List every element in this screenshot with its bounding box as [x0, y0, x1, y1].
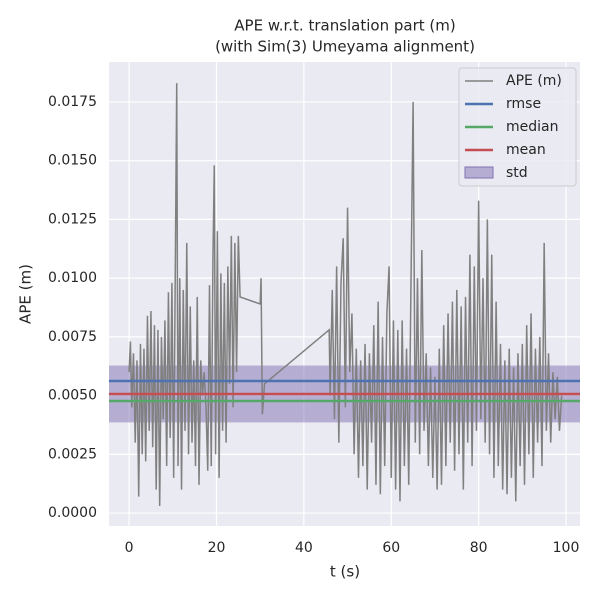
x-tick-label: 40	[295, 540, 313, 556]
legend-label: std	[506, 165, 528, 181]
x-tick-label: 60	[382, 540, 400, 556]
legend-label: rmse	[506, 96, 541, 112]
y-tick-label: 0.0175	[48, 94, 97, 110]
chart-title: APE w.r.t. translation part (m)	[234, 17, 455, 35]
legend-label: APE (m)	[506, 73, 562, 89]
x-tick-label: 0	[125, 540, 134, 556]
y-tick-label: 0.0075	[48, 329, 97, 345]
chart-subtitle: (with Sim(3) Umeyama alignment)	[215, 38, 475, 56]
x-tick-label: 80	[470, 540, 488, 556]
y-tick-label: 0.0025	[48, 446, 97, 462]
y-tick-label: 0.0000	[48, 505, 97, 521]
legend-swatch	[464, 166, 494, 179]
x-tick-label: 20	[208, 540, 226, 556]
y-tick-label: 0.0150	[48, 153, 97, 169]
ape-line	[128, 83, 563, 507]
x-tick-label: 100	[553, 540, 580, 556]
legend-label: median	[506, 119, 558, 135]
legend-label: mean	[506, 142, 546, 158]
y-tick-label: 0.0125	[48, 211, 97, 227]
x-axis-label: t (s)	[330, 563, 360, 581]
y-tick-label: 0.0050	[48, 388, 97, 404]
y-axis-label: APE (m)	[17, 264, 35, 324]
y-tick-label: 0.0100	[48, 270, 97, 286]
legend-box	[458, 67, 577, 187]
